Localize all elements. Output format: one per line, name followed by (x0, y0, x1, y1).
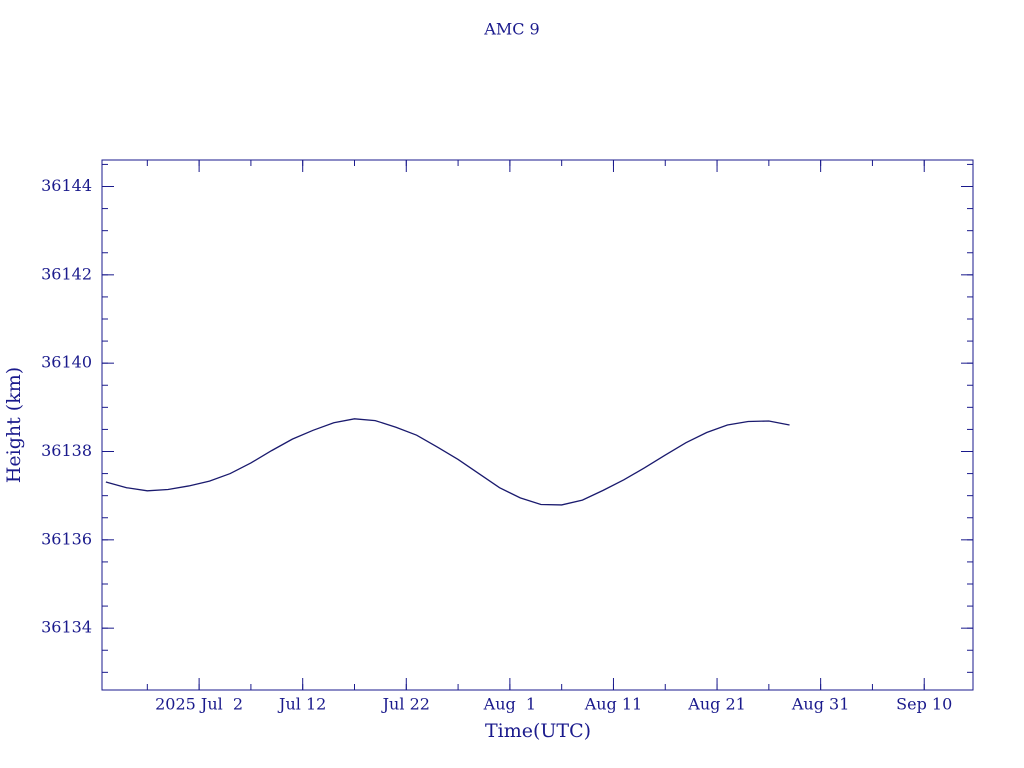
x-tick-label: Aug 11 (584, 695, 643, 714)
y-tick-label: 36134 (41, 618, 92, 637)
x-tick-label: Aug 21 (687, 695, 746, 714)
y-tick-label: 36136 (41, 529, 92, 548)
chart-title: AMC 9 (483, 20, 539, 39)
data-line (105, 418, 790, 506)
x-axis-label: Time(UTC) (485, 720, 591, 742)
y-tick-label: 36142 (41, 264, 92, 283)
x-tick-label: Jul 22 (381, 695, 430, 714)
x-tick-label: Aug 31 (791, 695, 850, 714)
y-tick-label: 36144 (41, 176, 92, 195)
x-tick-label: Jul 12 (277, 695, 326, 714)
x-tick-label: 2025 Jul 2 (155, 695, 243, 714)
x-tick-label: Aug 1 (483, 695, 536, 714)
x-tick-label: Sep 10 (896, 695, 952, 714)
y-tick-label: 36138 (41, 441, 92, 460)
y-tick-label: 36140 (41, 353, 92, 372)
y-axis-label: Height (km) (3, 367, 25, 483)
plot-frame (101, 159, 974, 691)
